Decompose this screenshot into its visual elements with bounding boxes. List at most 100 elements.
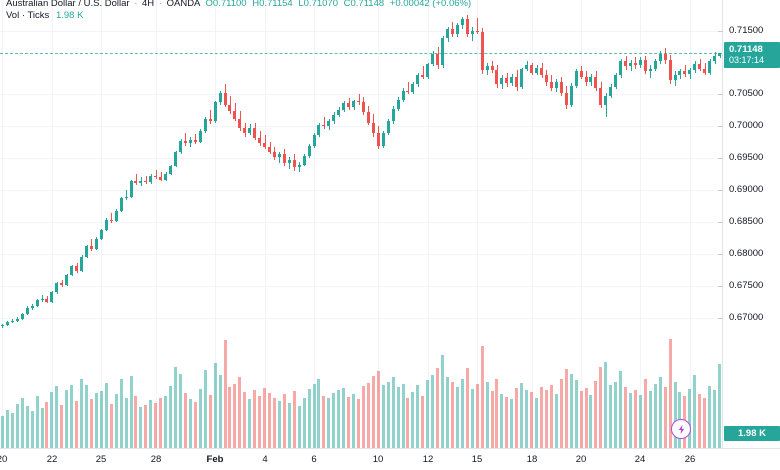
price-axis-tick: 0.69000 xyxy=(718,185,780,195)
candle-body xyxy=(530,65,533,73)
candle-body xyxy=(669,59,672,81)
candle-body xyxy=(41,298,44,301)
lightning-bolt-glyph xyxy=(678,424,684,434)
candle-wick xyxy=(146,175,147,184)
volume-bar xyxy=(189,398,192,448)
volume-bar xyxy=(317,379,320,448)
volume-bar xyxy=(466,368,469,448)
price-axis[interactable]: 0.71148 03:17:14 1.98 K 0.71500 0.70500 0.… xyxy=(718,0,780,448)
volume-bar xyxy=(115,394,118,448)
candle-body xyxy=(594,76,597,89)
candle-body xyxy=(278,154,281,158)
candle-body xyxy=(718,53,721,57)
volume-bar xyxy=(322,395,325,448)
candle-wick xyxy=(408,81,409,95)
volume-bar xyxy=(456,387,459,448)
volume-bar xyxy=(392,376,395,448)
volume-bar xyxy=(461,379,464,448)
current-price-value: 0.71148 xyxy=(729,44,763,55)
current-price-line xyxy=(0,53,722,54)
lightning-bolt-icon[interactable] xyxy=(671,419,691,439)
candle-wick xyxy=(210,110,211,124)
candle-body xyxy=(476,30,479,32)
volume-bar xyxy=(214,363,217,448)
volume-bar xyxy=(629,393,632,448)
chart-pane[interactable] xyxy=(0,0,722,448)
candle-body xyxy=(248,127,251,133)
candle-body xyxy=(535,67,538,73)
volume-bar xyxy=(550,384,553,448)
volume-bar xyxy=(619,371,622,448)
current-price-badge[interactable]: 0.71148 03:17:14 xyxy=(724,42,780,68)
candle-wick xyxy=(185,132,186,146)
price-axis-tick: 0.69500 xyxy=(718,153,780,163)
time-axis[interactable]: 20 22 25 28 Feb 4 6 10 12 15 18 20 24 26 xyxy=(0,448,780,470)
gridline-horizontal xyxy=(0,94,722,95)
volume-bar xyxy=(431,375,434,448)
volume-bar xyxy=(510,398,513,448)
candle-body xyxy=(441,38,444,66)
volume-bar xyxy=(169,386,172,448)
volume-bar xyxy=(372,376,375,448)
volume-bar xyxy=(6,409,9,448)
volume-bar xyxy=(604,361,607,448)
candle-body xyxy=(283,154,286,164)
candle-body xyxy=(575,71,578,86)
candle-body xyxy=(436,53,439,66)
volume-bar xyxy=(303,398,306,448)
candle-body xyxy=(322,125,325,127)
candle-body xyxy=(609,86,612,96)
candle-body xyxy=(337,109,340,115)
candle-body xyxy=(125,196,128,198)
volume-bar xyxy=(31,410,34,448)
price-line-layer xyxy=(0,53,722,54)
gridline-vertical xyxy=(52,0,53,448)
candle-body xyxy=(238,118,241,128)
volume-bar xyxy=(698,393,701,448)
volume-bar xyxy=(342,387,345,448)
volume-bar xyxy=(283,393,286,448)
candle-body xyxy=(308,145,311,156)
volume-bar xyxy=(520,382,523,448)
volume-bar xyxy=(649,391,652,448)
volume-bar xyxy=(16,403,19,448)
candle-body xyxy=(273,151,276,158)
volume-bar xyxy=(313,383,316,448)
candle-body xyxy=(174,151,177,166)
candle-body xyxy=(585,76,588,82)
candle-body xyxy=(545,75,548,82)
volume-bar xyxy=(411,392,414,448)
candle-body xyxy=(654,61,657,69)
volume-bar xyxy=(347,397,350,448)
volume-bar xyxy=(224,339,227,448)
gridline-vertical xyxy=(690,0,691,448)
candle-body xyxy=(194,140,197,142)
volume-bar xyxy=(327,398,330,448)
time-axis-tick: 20 xyxy=(0,454,8,465)
candle-body xyxy=(362,102,365,113)
volume-bar xyxy=(426,380,429,448)
volume-bar xyxy=(243,392,246,448)
candle-body xyxy=(347,103,350,108)
volume-value-badge[interactable]: 1.98 K xyxy=(724,426,780,441)
candle-body xyxy=(352,100,355,108)
volume-bar xyxy=(179,373,182,448)
candle-body xyxy=(416,75,419,85)
candle-body xyxy=(134,181,137,183)
volume-bar xyxy=(75,401,78,448)
candle-body xyxy=(243,127,246,133)
candle-body xyxy=(31,306,34,308)
volume-bar xyxy=(209,394,212,448)
candle-body xyxy=(397,99,400,109)
volume-bar xyxy=(263,387,266,448)
volume-bar xyxy=(495,379,498,448)
volume-bar xyxy=(367,382,370,448)
candle-body xyxy=(105,219,108,230)
candle-wick xyxy=(126,190,127,201)
volume-bar xyxy=(149,399,152,448)
candle-body xyxy=(634,62,637,66)
candle-body xyxy=(392,108,395,122)
candle-body xyxy=(26,307,29,315)
volume-bar xyxy=(120,378,123,448)
